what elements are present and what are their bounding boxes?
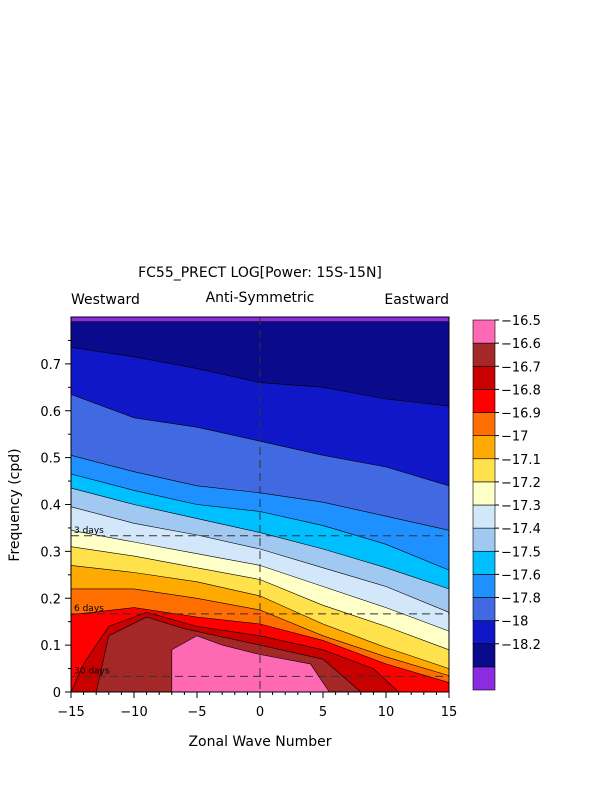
period-lines: 3 days 6 days 30 days <box>71 526 449 677</box>
colorbar-label-8: −17.2 <box>501 476 541 491</box>
colorbar-swatch-11 <box>472 412 496 436</box>
colorbar-swatch-15 <box>472 319 496 344</box>
y-tick-label-1: 0.1 <box>40 639 61 654</box>
y-axis-label: Frequency (cpd) <box>7 448 23 561</box>
colorbar-swatch-4 <box>472 574 496 598</box>
colorbar-label-4: −17.6 <box>501 568 541 583</box>
y-tick-label-5: 0.5 <box>40 452 61 467</box>
colorbar-label-11: −16.9 <box>501 407 541 422</box>
colorbar-label-15: −16.5 <box>501 314 541 329</box>
y-tick-label-0: 0 <box>53 686 61 701</box>
colorbar-label-14: −16.6 <box>501 337 541 352</box>
contour-line-14 <box>95 616 361 693</box>
y-tick-label-7: 0.7 <box>40 358 61 373</box>
corner-label-eastward: Eastward <box>384 292 449 308</box>
chart-title: FC55_PRECT LOG[Power: 15S-15N] <box>138 265 382 281</box>
colorbar-swatch-0 <box>472 666 496 691</box>
x-tick-label-2: −5 <box>187 705 206 720</box>
period-label-1: 6 days <box>74 604 104 614</box>
colorbar-label-6: −17.4 <box>501 522 541 537</box>
period-label-2: 30 days <box>74 666 110 676</box>
y-tick-label-3: 0.3 <box>40 545 61 560</box>
x-tick-label-1: −10 <box>120 705 147 720</box>
y-tick-label-4: 0.4 <box>40 499 61 514</box>
colorbar: −18.2 −18 −17.8 −17.6 −17.5 −17.4 −17.3 −17.2 −1… <box>472 314 541 691</box>
y-axis: 0 0.1 0.2 0.3 0.4 0.5 0.6 0.7 <box>40 339 71 701</box>
contour-region-15 <box>171 635 330 692</box>
x-tick-label-0: −15 <box>57 705 84 720</box>
x-axis: −15 −10 −5 0 5 10 15 <box>57 692 457 720</box>
colorbar-label-3: −17.8 <box>501 592 541 607</box>
colorbar-swatch-3 <box>472 597 496 621</box>
colorbar-swatch-9 <box>472 458 496 483</box>
colorbar-label-9: −17.1 <box>501 453 541 468</box>
colorbar-swatch-5 <box>472 550 496 575</box>
colorbar-swatch-13 <box>472 365 496 390</box>
colorbar-label-2: −18 <box>501 615 528 630</box>
colorbar-label-12: −16.8 <box>501 383 541 398</box>
x-tick-label-3: 0 <box>256 705 264 720</box>
chart-subtitle: Anti-Symmetric <box>206 290 315 306</box>
contour-line-13 <box>70 611 399 693</box>
colorbar-swatch-8 <box>472 481 496 506</box>
contour-line-7 <box>70 506 450 613</box>
y-tick-label-6: 0.6 <box>40 405 61 420</box>
contour-lines <box>70 321 450 693</box>
colorbar-swatch-10 <box>472 435 496 460</box>
contour-line-5 <box>70 473 450 571</box>
x-tick-label-4: 5 <box>319 705 327 720</box>
contour-line-15 <box>171 635 330 693</box>
x-tick-label-5: 10 <box>378 705 395 720</box>
colorbar-swatch-6 <box>472 527 496 552</box>
colorbar-swatch-14 <box>472 342 496 367</box>
colorbar-label-10: −17 <box>501 430 528 445</box>
colorbar-label-7: −17.3 <box>501 499 541 514</box>
x-tick-label-6: 15 <box>441 705 458 720</box>
colorbar-swatch-12 <box>472 389 496 413</box>
colorbar-swatch-7 <box>472 504 496 529</box>
period-label-0: 3 days <box>74 526 104 536</box>
colorbar-label-13: −16.7 <box>501 360 541 375</box>
x-axis-label: Zonal Wave Number <box>188 734 331 750</box>
colorbar-swatch-1 <box>472 643 496 668</box>
colorbar-swatch-2 <box>472 620 496 645</box>
corner-label-westward: Westward <box>71 292 140 308</box>
y-tick-label-2: 0.2 <box>40 592 61 607</box>
colorbar-label-5: −17.5 <box>501 545 541 560</box>
colorbar-label-1: −18.2 <box>501 638 541 653</box>
